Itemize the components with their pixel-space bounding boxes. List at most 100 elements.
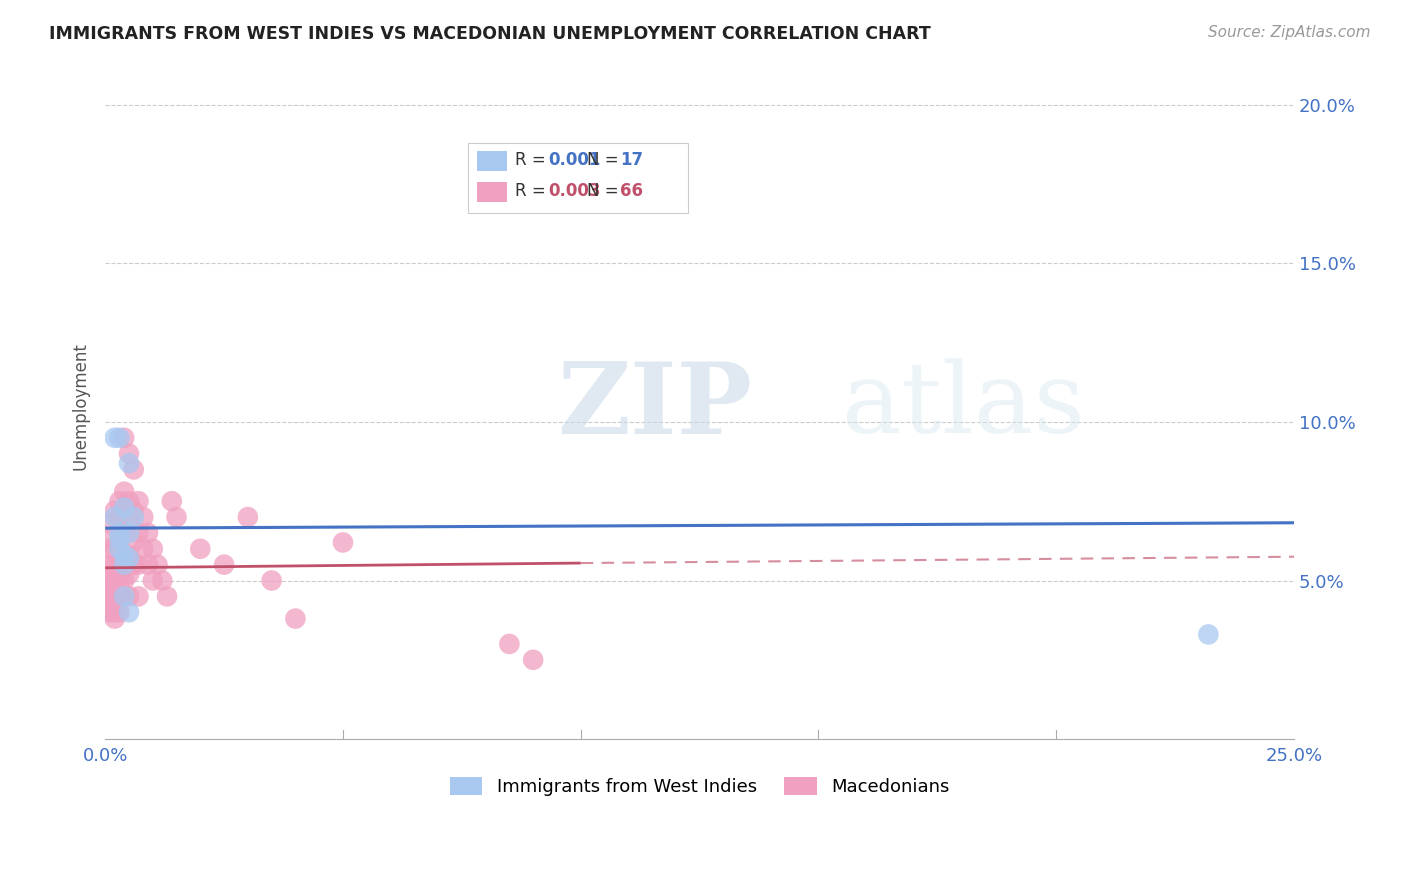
Text: N =: N =	[586, 182, 623, 200]
Point	[98, 558, 121, 572]
Point	[122, 558, 145, 572]
Point	[136, 525, 159, 540]
Point	[112, 500, 135, 515]
Point	[188, 541, 211, 556]
Point	[112, 431, 135, 445]
Point	[142, 541, 165, 556]
Point	[118, 590, 141, 604]
Point	[98, 580, 121, 594]
Point	[108, 567, 131, 582]
Point	[150, 574, 173, 588]
Point	[108, 494, 131, 508]
Point	[1197, 627, 1219, 641]
Point	[108, 558, 131, 572]
Point	[108, 525, 131, 540]
Point	[112, 574, 135, 588]
Point	[98, 541, 121, 556]
Point	[118, 525, 141, 540]
Point	[118, 447, 141, 461]
Point	[132, 510, 155, 524]
Point	[284, 611, 307, 625]
Point	[104, 590, 127, 604]
Point	[118, 494, 141, 508]
Point	[104, 605, 127, 619]
Point	[112, 590, 135, 604]
Point	[108, 533, 131, 547]
Point	[104, 558, 127, 572]
Point	[108, 525, 131, 540]
Point	[98, 590, 121, 604]
Text: 0.003: 0.003	[548, 182, 602, 200]
Point	[122, 535, 145, 549]
Point	[112, 525, 135, 540]
Point	[104, 574, 127, 588]
Point	[112, 558, 135, 572]
FancyBboxPatch shape	[477, 182, 508, 202]
Point	[98, 574, 121, 588]
Point	[122, 510, 145, 524]
Point	[118, 551, 141, 566]
Point	[118, 456, 141, 470]
Point	[236, 510, 259, 524]
Point	[166, 510, 188, 524]
Point	[136, 558, 159, 572]
Point	[108, 580, 131, 594]
Point	[160, 494, 183, 508]
Text: ZIP: ZIP	[557, 358, 752, 455]
Point	[112, 484, 135, 499]
Text: atlas: atlas	[842, 359, 1085, 454]
Text: R =: R =	[516, 182, 551, 200]
FancyBboxPatch shape	[468, 143, 688, 213]
Point	[108, 541, 131, 556]
Point	[104, 580, 127, 594]
Point	[98, 605, 121, 619]
Point	[332, 535, 354, 549]
Point	[118, 605, 141, 619]
Point	[104, 611, 127, 625]
Point	[128, 558, 150, 572]
Text: 17: 17	[620, 152, 643, 169]
Y-axis label: Unemployment: Unemployment	[72, 343, 89, 470]
Point	[260, 574, 283, 588]
Point	[98, 567, 121, 582]
Point	[104, 541, 127, 556]
Point	[98, 533, 121, 547]
Point	[112, 548, 135, 562]
Point	[484, 154, 506, 169]
Text: 66: 66	[620, 182, 643, 200]
Point	[122, 462, 145, 476]
Point	[156, 590, 179, 604]
Point	[104, 504, 127, 518]
Text: 0.001: 0.001	[548, 152, 600, 169]
Point	[128, 494, 150, 508]
Point	[112, 590, 135, 604]
Text: R =: R =	[516, 152, 551, 169]
FancyBboxPatch shape	[477, 151, 508, 171]
Text: N =: N =	[586, 152, 623, 169]
Point	[522, 653, 544, 667]
Point	[98, 516, 121, 531]
Point	[108, 590, 131, 604]
Point	[122, 504, 145, 518]
Point	[104, 510, 127, 524]
Point	[108, 541, 131, 556]
Point	[104, 431, 127, 445]
Text: Source: ZipAtlas.com: Source: ZipAtlas.com	[1208, 25, 1371, 40]
Point	[132, 541, 155, 556]
Point	[146, 558, 169, 572]
Point	[108, 431, 131, 445]
Point	[128, 525, 150, 540]
Point	[104, 596, 127, 610]
Point	[118, 548, 141, 562]
Point	[112, 548, 135, 562]
Point	[118, 516, 141, 531]
Legend: Immigrants from West Indies, Macedonians: Immigrants from West Indies, Macedonians	[443, 770, 956, 804]
Point	[498, 637, 520, 651]
Point	[128, 590, 150, 604]
Point	[212, 558, 235, 572]
Point	[108, 605, 131, 619]
Text: IMMIGRANTS FROM WEST INDIES VS MACEDONIAN UNEMPLOYMENT CORRELATION CHART: IMMIGRANTS FROM WEST INDIES VS MACEDONIA…	[49, 25, 931, 43]
Point	[118, 567, 141, 582]
Point	[108, 510, 131, 524]
Point	[142, 574, 165, 588]
